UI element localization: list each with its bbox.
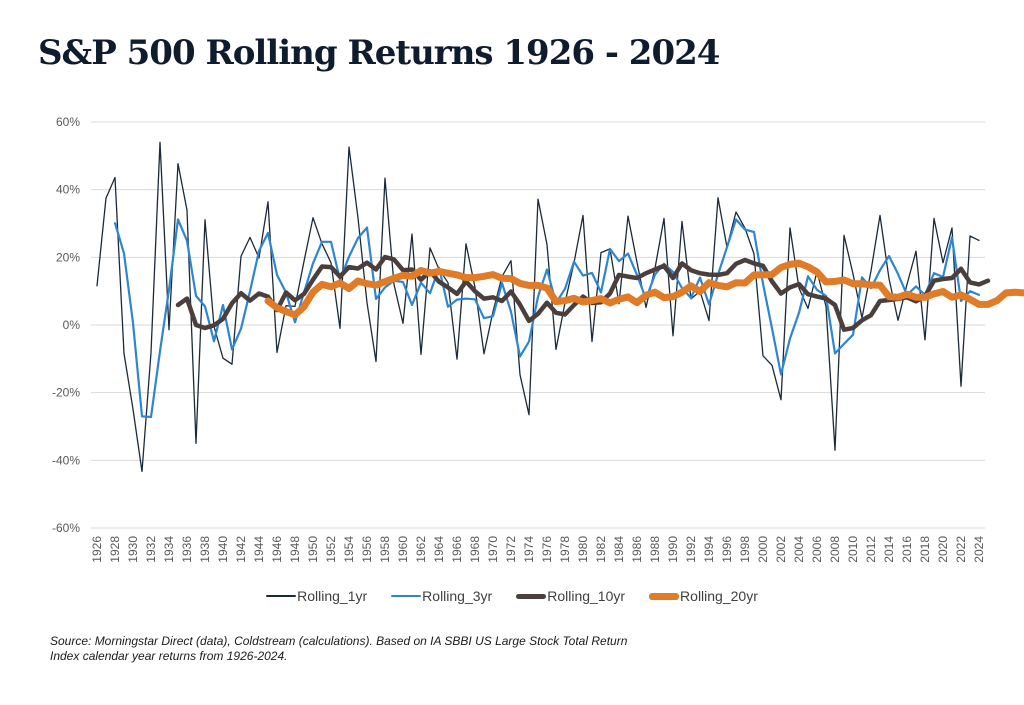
x-tick-label: 1950 bbox=[306, 536, 320, 563]
x-tick-label: 1986 bbox=[630, 536, 644, 563]
x-tick-label: 1934 bbox=[162, 536, 176, 563]
x-tick-label: 1972 bbox=[504, 536, 518, 563]
legend-item-rolling-3yr: Rolling_3yr bbox=[391, 588, 492, 604]
x-tick-label: 1954 bbox=[342, 536, 356, 563]
gridlines bbox=[91, 121, 985, 529]
series-line-rolling-3yr bbox=[113, 218, 981, 419]
x-tick-label: 2022 bbox=[954, 536, 968, 563]
x-tick-label: 1966 bbox=[450, 536, 464, 563]
y-tick-label: 40% bbox=[56, 183, 80, 197]
legend-item-rolling-10yr: Rolling_10yr bbox=[516, 588, 625, 604]
x-tick-label: 1962 bbox=[414, 536, 428, 563]
x-tick-label: 2024 bbox=[972, 536, 986, 563]
x-tick-label: 2010 bbox=[846, 536, 860, 563]
series-lines bbox=[96, 141, 1024, 473]
series-line-rolling-10yr bbox=[175, 254, 991, 332]
x-tick-label: 1980 bbox=[576, 536, 590, 563]
x-tick-label: 1952 bbox=[324, 536, 338, 563]
legend-swatch bbox=[516, 593, 547, 599]
x-tick-label: 1988 bbox=[648, 536, 662, 563]
legend-label: Rolling_10yr bbox=[547, 588, 626, 604]
x-tick-label: 1992 bbox=[684, 536, 698, 563]
x-axis-ticks: 1926 1928 1930 1932 1934 1936 1938 1940 1942 1944… bbox=[90, 536, 986, 563]
y-axis-ticks: 60% 40% 20% 0% -20% -40% -60% bbox=[52, 115, 80, 535]
x-tick-label: 1932 bbox=[144, 536, 158, 563]
x-tick-label: 1958 bbox=[378, 536, 392, 563]
x-tick-label: 1978 bbox=[558, 536, 572, 563]
legend-label: Rolling_20yr bbox=[680, 588, 758, 604]
x-tick-label: 1982 bbox=[594, 536, 608, 563]
x-tick-label: 1930 bbox=[126, 536, 140, 563]
legend-swatch bbox=[649, 592, 680, 600]
x-tick-label: 1956 bbox=[360, 536, 374, 563]
x-tick-label: 1968 bbox=[468, 536, 482, 563]
x-tick-label: 2002 bbox=[774, 536, 788, 563]
legend-swatch bbox=[266, 595, 297, 597]
x-tick-label: 1996 bbox=[720, 536, 734, 563]
x-tick-label: 1990 bbox=[666, 536, 680, 563]
x-tick-label: 2014 bbox=[882, 536, 896, 563]
chart-title: S&P 500 Rolling Returns 1926 - 2024 bbox=[38, 33, 720, 73]
series-line-rolling-1yr bbox=[96, 141, 980, 473]
x-tick-label: 1974 bbox=[522, 536, 536, 563]
x-tick-label: 2000 bbox=[756, 536, 770, 563]
x-tick-label: 1944 bbox=[252, 536, 266, 563]
x-tick-label: 2006 bbox=[810, 536, 824, 563]
source-line-1: Source: Morningstar Direct (data), Colds… bbox=[50, 634, 628, 648]
x-tick-label: 1994 bbox=[702, 536, 716, 563]
x-tick-label: 1928 bbox=[108, 536, 122, 563]
x-tick-label: 2012 bbox=[864, 536, 878, 563]
x-tick-label: 1938 bbox=[198, 536, 212, 563]
x-tick-label: 1984 bbox=[612, 536, 626, 563]
legend: Rolling_1yr Rolling_3yr Rolling_10yr Rollin… bbox=[0, 588, 1024, 604]
source-note: Source: Morningstar Direct (data), Colds… bbox=[50, 634, 810, 664]
x-tick-label: 2020 bbox=[936, 536, 950, 563]
x-tick-label: 1960 bbox=[396, 536, 410, 563]
legend-item-rolling-20yr: Rolling_20yr bbox=[649, 588, 758, 604]
x-tick-label: 2018 bbox=[918, 536, 932, 563]
y-tick-label: 60% bbox=[56, 115, 80, 129]
x-tick-label: 1998 bbox=[738, 536, 752, 563]
series-line-rolling-20yr bbox=[264, 259, 1024, 319]
x-tick-label: 1976 bbox=[540, 536, 554, 563]
legend-label: Rolling_3yr bbox=[422, 588, 493, 604]
y-tick-label: -60% bbox=[52, 521, 80, 535]
y-tick-label: -40% bbox=[52, 453, 80, 467]
x-tick-label: 1948 bbox=[288, 536, 302, 563]
legend-item-rolling-1yr: Rolling_1yr bbox=[266, 588, 367, 604]
x-tick-label: 1936 bbox=[180, 536, 194, 563]
x-tick-label: 1926 bbox=[90, 536, 104, 563]
x-tick-label: 1964 bbox=[432, 536, 446, 563]
x-tick-label: 2008 bbox=[828, 536, 842, 563]
x-tick-label: 2004 bbox=[792, 536, 806, 563]
x-tick-label: 1942 bbox=[234, 536, 248, 563]
y-tick-label: 0% bbox=[63, 318, 81, 332]
legend-swatch bbox=[391, 594, 422, 598]
x-tick-label: 2016 bbox=[900, 536, 914, 563]
y-tick-label: -20% bbox=[52, 386, 80, 400]
source-line-2: Index calendar year returns from 1926-20… bbox=[50, 649, 288, 663]
x-tick-label: 1940 bbox=[216, 536, 230, 563]
x-tick-label: 1946 bbox=[270, 536, 284, 563]
x-tick-label: 1970 bbox=[486, 536, 500, 563]
y-tick-label: 20% bbox=[56, 250, 80, 264]
legend-label: Rolling_1yr bbox=[297, 588, 368, 604]
